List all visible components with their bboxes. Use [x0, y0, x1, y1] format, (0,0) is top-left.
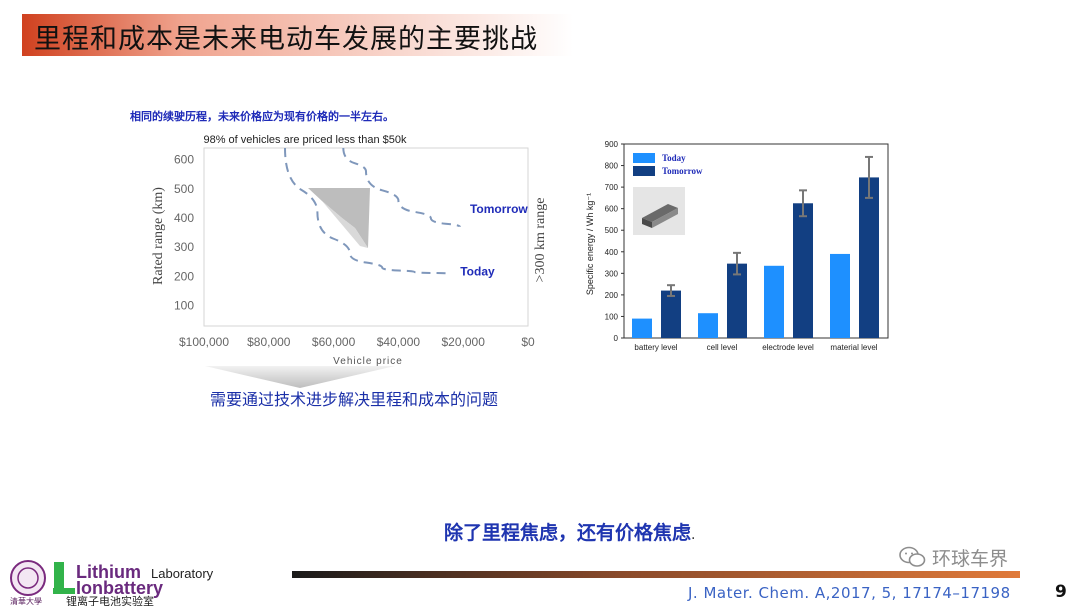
y-axis-label: Specific energy / Wh kg⁻¹ [585, 193, 595, 295]
x-tick-label: $60,000 [312, 335, 356, 349]
bar-tomorrow [859, 177, 879, 338]
battery-logo-icon [54, 562, 64, 592]
y-tick-label: 700 [605, 183, 619, 192]
y-tick-label: 500 [605, 226, 619, 235]
trend-arrow-shadow [322, 201, 368, 248]
y-tick-label: 200 [174, 269, 194, 283]
bar-today [698, 313, 718, 338]
plot-frame [623, 143, 889, 339]
today-curve [284, 147, 452, 275]
y-tick-label: 300 [605, 269, 619, 278]
y-tick-label: 0 [614, 334, 619, 343]
x-tick-label: battery level [634, 343, 677, 352]
logo-line2: Ionbattery [76, 578, 163, 598]
x-tick-label: cell level [707, 343, 738, 352]
y-tick-label: 100 [174, 299, 194, 313]
page-number: 9 [1055, 582, 1067, 602]
watermark: 环球车界 [898, 544, 1008, 571]
bar-tomorrow [727, 263, 747, 338]
y-axis-label: Rated range (km) [151, 187, 166, 285]
watermark-text: 环球车界 [932, 548, 1009, 570]
citation: J. Mater. Chem. A,2017, 5, 17174–17198 [688, 584, 1011, 602]
x-tick-label: electrode level [762, 343, 814, 352]
chart-title: 98% of vehicles are priced less than $50… [203, 134, 407, 146]
x-tick-label: $80,000 [247, 335, 291, 349]
specific-energy-chart: 0 100 200 300 400 500 600 700 800 900 battery lev… [578, 134, 903, 359]
slide-title: 里程和成本是未来电动车发展的主要挑战 [34, 24, 538, 55]
y-tick-label: 300 [174, 240, 194, 254]
bar-tomorrow [661, 290, 681, 338]
y-tick-label: 100 [605, 312, 619, 321]
university-seal-icon [10, 560, 46, 596]
y-tick-label: 600 [174, 153, 194, 167]
x-tick-label: $40,000 [377, 335, 421, 349]
tomorrow-label: Tomorrow [470, 202, 528, 216]
legend-label: Today [662, 153, 686, 163]
wechat-icon [899, 546, 926, 567]
legend-swatch [633, 166, 655, 176]
x-tick-label: $100,000 [179, 335, 229, 349]
seal-text: 清華大學 [10, 596, 42, 606]
plot-frame [203, 147, 529, 327]
legend-swatch [633, 153, 655, 163]
y-tick-label: 400 [605, 248, 619, 257]
bottom-statement: 除了里程焦虑，还有价格焦虑. [444, 518, 695, 545]
battery-icon [642, 204, 678, 228]
logo-line1-suffix: Laboratory [151, 566, 214, 581]
bottom-statement-suffix: . [691, 527, 696, 543]
y-tick-label: 800 [605, 162, 619, 171]
tomorrow-curve [342, 147, 461, 228]
lab-logo: 清華大學 Lithium Laboratory Ionbattery 锂离子电池… [10, 560, 214, 606]
title-bar [22, 14, 757, 56]
y-tick-label: 400 [174, 211, 194, 225]
bar-today [830, 253, 850, 338]
bar-today [632, 318, 652, 338]
y-tick-label: 200 [605, 291, 619, 300]
x-tick-label: $20,000 [442, 335, 486, 349]
bottom-statement-main: 除了里程焦虑，还有价格焦虑 [444, 522, 692, 544]
today-label: Today [460, 264, 495, 278]
conclusion-text: 需要通过技术进步解决里程和成本的问题 [210, 390, 499, 409]
y-tick-label: 600 [605, 205, 619, 214]
chart-note: 相同的续驶历程，未来价格应为现有价格的一半左右。 [130, 110, 394, 123]
legend-label: Tomorrow [662, 166, 703, 176]
trend-arrow-icon [308, 188, 370, 248]
bar-tomorrow [793, 203, 813, 338]
logo-chinese: 锂离子电池实验室 [66, 594, 154, 606]
y-tick-label: 500 [174, 182, 194, 196]
right-axis-label: >300 km range [533, 198, 548, 283]
range-price-chart: 98% of vehicles are priced less than $50… [151, 134, 548, 367]
x-tick-label: $0 [521, 335, 535, 349]
x-axis-label: Vehicle price [333, 356, 403, 367]
y-tick-label: 900 [605, 140, 619, 149]
bar-today [764, 265, 784, 338]
conclusion-arrow [205, 366, 395, 388]
logo-line1: Lithium [76, 562, 141, 582]
x-tick-label: material level [830, 343, 877, 352]
footer-gradient-line [292, 571, 1020, 578]
